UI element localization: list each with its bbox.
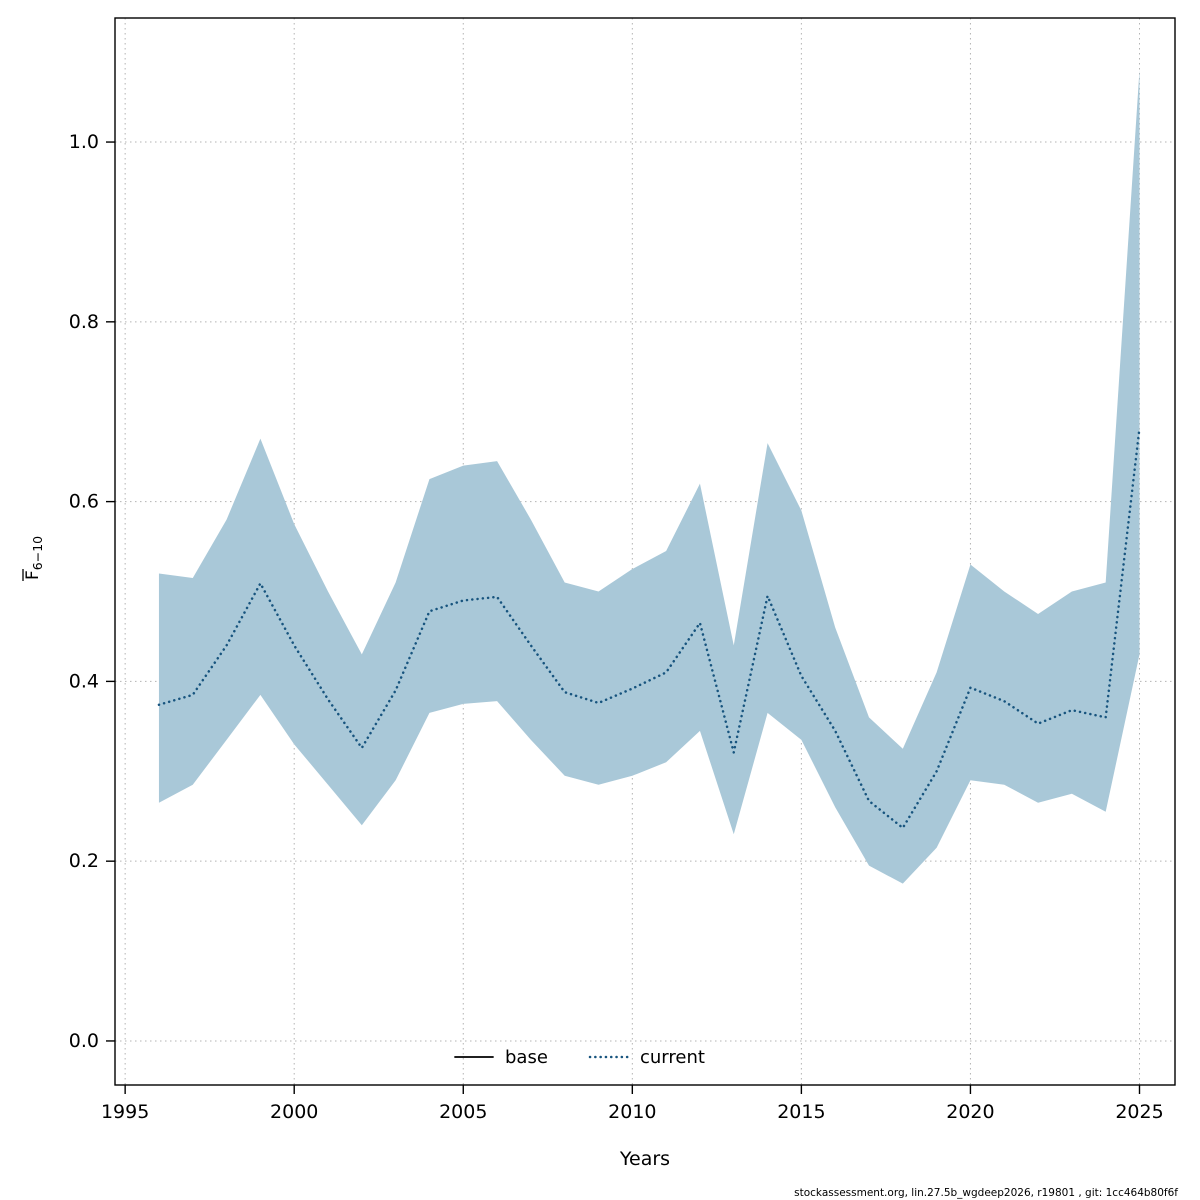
axis-tick-labels: 1995 2000 2005 2010 2015 2020 2025 0.0 0.2 0.4 0.6… (69, 131, 1164, 1123)
x-tick-label: 2015 (777, 1101, 825, 1123)
x-tick-label: 2020 (946, 1101, 994, 1123)
axis-ticks (106, 141, 1141, 1094)
y-axis-label-main: F (23, 570, 43, 580)
y-tick-label: 0.2 (69, 850, 99, 872)
x-tick-label: 2005 (439, 1101, 487, 1123)
y-tick-label: 0.4 (69, 670, 99, 692)
footer-attribution: stockassessment.org, lin.27.5b_wgdeep202… (794, 1187, 1178, 1199)
plot-border (114, 17, 1176, 1086)
x-tick-label: 2000 (270, 1101, 318, 1123)
x-axis-label: Years (619, 1148, 670, 1170)
y-tick-label: 1.0 (69, 131, 99, 153)
confidence-band (158, 70, 1140, 884)
y-tick-label: 0.8 (69, 311, 99, 333)
y-axis-label-subscript: 6−10 (30, 536, 45, 570)
legend-label-base: base (505, 1047, 548, 1068)
current-line (157, 426, 1141, 830)
y-axis-label: F6−10 (22, 536, 45, 581)
x-tick-label: 1995 (101, 1101, 149, 1123)
y-tick-label: 0.6 (69, 491, 99, 513)
y-tick-label: 0.0 (69, 1030, 99, 1052)
x-tick-label: 2010 (608, 1101, 656, 1123)
confidence-band-polygon (158, 70, 1140, 884)
x-tick-label: 2025 (1115, 1101, 1163, 1123)
svg-text:F6−10: F6−10 (23, 536, 45, 580)
series-line-current (157, 426, 1141, 830)
legend-label-current: current (640, 1047, 705, 1068)
legend: base current (454, 1047, 705, 1068)
